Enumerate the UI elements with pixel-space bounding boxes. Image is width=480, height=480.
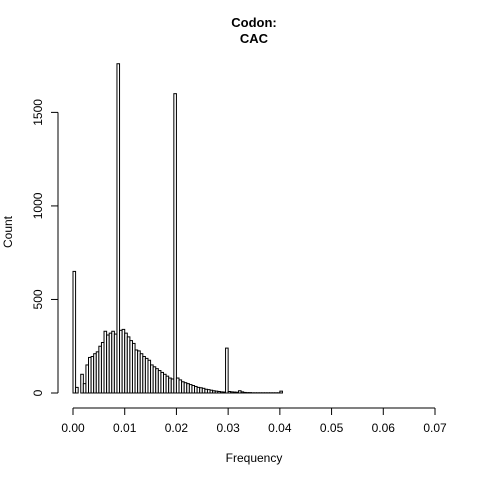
y-tick-label: 0 <box>31 389 45 396</box>
histogram-bar <box>75 386 79 394</box>
chart-title: Codon: <box>231 15 276 30</box>
x-tick-label: 0.03 <box>216 421 240 435</box>
y-tick-label: 500 <box>31 289 45 309</box>
x-axis: 0.00 0.01 0.02 0.03 0.04 0.05 0.06 0.07 <box>61 407 447 435</box>
histogram-bar <box>279 390 283 394</box>
x-tick-label: 0.02 <box>165 421 189 435</box>
x-tick-label: 0.05 <box>320 421 344 435</box>
bars-group <box>72 63 283 394</box>
y-axis-label: Count <box>1 215 15 248</box>
histogram-bar <box>225 347 229 394</box>
x-axis-label: Frequency <box>226 451 283 465</box>
y-axis: 0 500 1000 1500 <box>31 99 59 396</box>
x-tick-label: 0.04 <box>268 421 292 435</box>
x-tick-label: 0.07 <box>423 421 447 435</box>
x-tick-label: 0.00 <box>61 421 85 435</box>
histogram-bar <box>116 63 121 394</box>
histogram-bar <box>173 93 177 394</box>
histogram-bar <box>72 270 77 394</box>
chart-subtitle: CAC <box>240 31 269 46</box>
y-tick-label: 1500 <box>31 99 45 126</box>
x-tick-label: 0.06 <box>372 421 396 435</box>
y-tick-label: 1000 <box>31 192 45 219</box>
x-tick-label: 0.01 <box>113 421 137 435</box>
